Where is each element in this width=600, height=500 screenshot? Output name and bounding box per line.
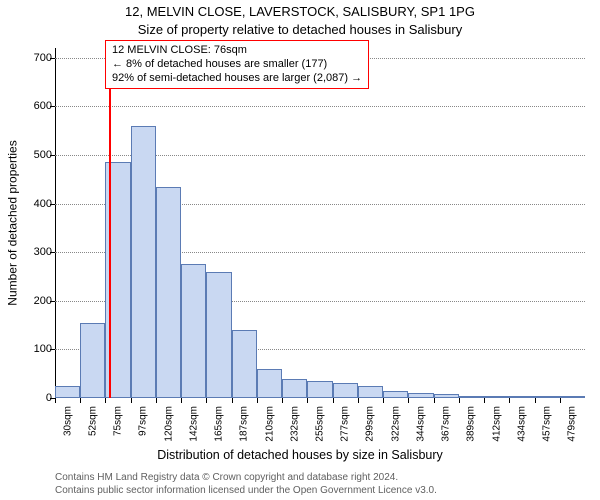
xtick-mark [181,398,182,403]
xtick-mark [358,398,359,403]
histogram-bar [434,394,459,398]
xtick-label: 277sqm [340,406,351,442]
chart-container: 12, MELVIN CLOSE, LAVERSTOCK, SALISBURY,… [0,0,600,500]
ytick-label: 600 [24,100,52,112]
xtick-label: 299sqm [365,406,376,442]
histogram-bar [307,381,332,398]
xtick-label: 120sqm [163,406,174,442]
caption-line-2: Contains public sector information licen… [55,485,437,496]
histogram-bar [131,126,156,398]
xtick-mark [535,398,536,403]
legend-line-2: ← 8% of detached houses are smaller (177… [112,58,362,72]
xtick-label: 30sqm [62,406,73,436]
xtick-label: 97sqm [138,406,149,436]
xtick-mark [156,398,157,403]
plot-area: 30sqm52sqm75sqm97sqm120sqm142sqm165sqm18… [55,48,585,398]
xtick-mark [131,398,132,403]
chart-title-address: 12, MELVIN CLOSE, LAVERSTOCK, SALISBURY,… [0,4,600,19]
histogram-bar [408,393,433,398]
xtick-label: 52sqm [87,406,98,436]
xtick-label: 210sqm [264,406,275,442]
legend-line-3: 92% of semi-detached houses are larger (… [112,72,362,86]
y-axis-label: Number of detached properties [6,48,20,398]
xtick-mark [383,398,384,403]
ytick-label: 0 [24,392,52,404]
xtick-mark [560,398,561,403]
plot-inner: 30sqm52sqm75sqm97sqm120sqm142sqm165sqm18… [55,48,585,398]
histogram-bar [156,187,181,398]
histogram-bar [232,330,257,398]
xtick-label: 367sqm [441,406,452,442]
property-marker-line [109,48,111,398]
histogram-bar [333,383,358,398]
xtick-label: 434sqm [516,406,527,442]
histogram-bar [383,391,408,398]
y-axis-label-text: Number of detached properties [6,140,20,305]
histogram-bar [282,379,307,398]
legend-box: 12 MELVIN CLOSE: 76sqm ← 8% of detached … [105,40,369,89]
histogram-bar [206,272,231,398]
xtick-mark [80,398,81,403]
x-axis-label: Distribution of detached houses by size … [0,448,600,462]
histogram-bar [55,386,80,398]
xtick-mark [257,398,258,403]
xtick-label: 479sqm [567,406,578,442]
xtick-mark [232,398,233,403]
histogram-bar [80,323,105,398]
caption-line-1: Contains HM Land Registry data © Crown c… [55,472,398,483]
y-axis-line [55,48,56,398]
xtick-mark [333,398,334,403]
histogram-bar [535,396,560,398]
histogram-bar [358,386,383,398]
histogram-bar [181,264,206,398]
xtick-mark [434,398,435,403]
xtick-label: 389sqm [466,406,477,442]
histogram-bar [484,396,509,398]
xtick-mark [459,398,460,403]
xtick-mark [282,398,283,403]
xtick-label: 187sqm [239,406,250,442]
xtick-label: 142sqm [188,406,199,442]
xtick-label: 322sqm [390,406,401,442]
ytick-label: 500 [24,149,52,161]
xtick-label: 232sqm [289,406,300,442]
ytick-label: 400 [24,198,52,210]
xtick-mark [206,398,207,403]
ytick-label: 700 [24,52,52,64]
histogram-bar [257,369,282,398]
ytick-label: 300 [24,246,52,258]
xtick-label: 255sqm [315,406,326,442]
xtick-label: 344sqm [415,406,426,442]
gridline [55,106,585,107]
xtick-mark [484,398,485,403]
xtick-label: 412sqm [491,406,502,442]
histogram-bar [560,396,585,398]
ytick-label: 200 [24,295,52,307]
xtick-mark [509,398,510,403]
chart-title-description: Size of property relative to detached ho… [0,22,600,37]
ytick-label: 100 [24,343,52,355]
histogram-bar [459,396,484,398]
legend-line-1: 12 MELVIN CLOSE: 76sqm [112,44,362,58]
xtick-label: 457sqm [542,406,553,442]
xtick-mark [55,398,56,403]
xtick-mark [307,398,308,403]
xtick-label: 75sqm [113,406,124,436]
xtick-mark [408,398,409,403]
histogram-bar [509,396,534,398]
xtick-mark [105,398,106,403]
xtick-label: 165sqm [214,406,225,442]
